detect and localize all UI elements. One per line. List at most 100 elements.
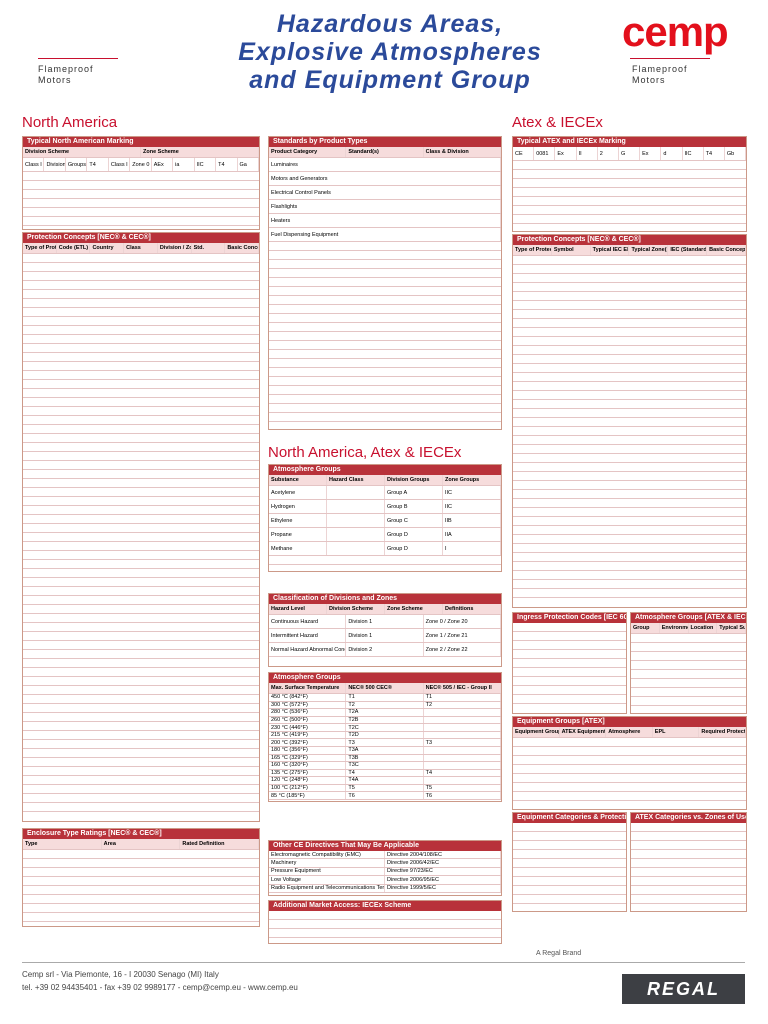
table-cell: T4 bbox=[87, 158, 109, 171]
ruled-line bbox=[269, 350, 501, 359]
ruled-line bbox=[23, 488, 259, 497]
table-cell: 280 °C (536°F) bbox=[269, 709, 347, 716]
header-cell: Zone Scheme bbox=[141, 147, 259, 157]
table-cell: Acetylene bbox=[269, 486, 327, 499]
ruled-line bbox=[513, 391, 746, 400]
header-cell: Basic Concept of Protection bbox=[227, 243, 259, 253]
table-cell: T4 bbox=[424, 769, 501, 777]
ruled-line bbox=[23, 859, 259, 868]
table-cell: Class I bbox=[109, 158, 131, 171]
table-cell: Directive 2006/42/EC bbox=[385, 859, 501, 867]
table-row: 450 °C (842°F) T1 T1 bbox=[269, 694, 501, 702]
ruled-line bbox=[513, 197, 746, 206]
table-row: Intermittent Hazard Division 1 Zone 1 / Zo… bbox=[269, 629, 501, 643]
table-cell: T4 bbox=[216, 158, 238, 171]
ruled-line bbox=[23, 398, 259, 407]
ruled-line bbox=[513, 418, 746, 427]
ruled-line bbox=[23, 659, 259, 668]
table-row: Luminaires bbox=[269, 158, 501, 172]
ruled-line bbox=[23, 895, 259, 904]
table-row: 215 °C (419°F) T2D bbox=[269, 731, 501, 740]
ruled-line bbox=[269, 386, 501, 395]
table-cell: Continuous Hazard bbox=[269, 615, 347, 628]
ruled-line bbox=[631, 841, 746, 850]
table-cell: 260 °C (500°F) bbox=[269, 716, 347, 724]
ruled-line bbox=[513, 427, 746, 436]
table-cell: T2A bbox=[346, 709, 424, 716]
table-cell: G bbox=[619, 147, 641, 160]
ruled-line bbox=[631, 661, 746, 670]
table-row: Propane Group D IIA bbox=[269, 528, 501, 542]
table-cell: T1 bbox=[424, 694, 501, 701]
ruled-line bbox=[23, 686, 259, 695]
table-cell: IIB bbox=[443, 514, 501, 527]
section: Classification of Divisions and Zones Haz… bbox=[268, 593, 502, 667]
ruled-line bbox=[23, 199, 259, 208]
table-cell: 120 °C (248°F) bbox=[269, 777, 347, 784]
ruled-line bbox=[23, 217, 259, 226]
header-row: Substance Hazard Class Division Groups Zone… bbox=[269, 475, 501, 486]
table-cell: 160 °C (320°F) bbox=[269, 762, 347, 769]
header-cell: Std. bbox=[192, 243, 226, 253]
ruled-line bbox=[23, 515, 259, 524]
ruled-line bbox=[269, 296, 501, 305]
ruled-line bbox=[23, 389, 259, 398]
ruled-line bbox=[23, 551, 259, 560]
header-cell: NEC® 500 CEC® bbox=[346, 683, 424, 693]
header-cell: Code (ETL) bbox=[57, 243, 91, 253]
ruled-line bbox=[631, 643, 746, 652]
ruled-line bbox=[513, 481, 746, 490]
table-row: Ethylene Group C IIB bbox=[269, 514, 501, 528]
ruled-line bbox=[269, 377, 501, 386]
ruled-line bbox=[23, 641, 259, 650]
header-cell: Typical Substance bbox=[719, 623, 746, 633]
table-cell bbox=[424, 716, 501, 724]
header-cell: Basic Concept of Protection bbox=[709, 245, 746, 255]
ruled-line bbox=[631, 877, 746, 886]
section: ATEX Categories vs. Zones of Use bbox=[630, 812, 747, 912]
table-cell: IIC bbox=[443, 500, 501, 513]
table-cell: Class I bbox=[23, 158, 45, 171]
section: Protection Concepts [NEC® & CEC®] Type of… bbox=[22, 232, 260, 822]
header-row: GroupEnvironmentLocationTypical Substanc… bbox=[631, 623, 746, 634]
ruled-line bbox=[513, 355, 746, 364]
header-cell: Environment bbox=[661, 623, 689, 633]
table-cell: T3C bbox=[346, 762, 424, 769]
ruled-line bbox=[513, 436, 746, 445]
section-title: Other CE Directives That May Be Applicab… bbox=[269, 841, 501, 851]
table-cell: 200 °C (392°F) bbox=[269, 739, 347, 746]
table-cell: 135 °C (275°F) bbox=[269, 769, 347, 777]
ruled-line bbox=[513, 373, 746, 382]
ruled-line bbox=[23, 749, 259, 758]
region-heading: North America bbox=[22, 114, 118, 131]
ruled-line bbox=[269, 323, 501, 332]
table-row: Motors and Generators bbox=[269, 172, 501, 186]
table-cell bbox=[424, 724, 501, 731]
ruled-line bbox=[513, 544, 746, 553]
ruled-line bbox=[513, 668, 626, 677]
ruled-line bbox=[23, 344, 259, 353]
table-cell: Ethylene bbox=[269, 514, 327, 527]
ruled-line bbox=[23, 731, 259, 740]
table-cell: IIC bbox=[195, 158, 217, 171]
ruled-line bbox=[513, 686, 626, 695]
header-cell: Zone Scheme bbox=[385, 604, 443, 614]
ruled-line bbox=[23, 785, 259, 794]
table-cell: Group A bbox=[385, 486, 443, 499]
table-cell: T6 bbox=[346, 792, 424, 799]
ruled-line bbox=[23, 704, 259, 713]
table-row: CE 0081 Ex II 2 G Ex d IIC T4 Gb bbox=[513, 147, 746, 161]
ruled-line bbox=[513, 695, 626, 704]
table-cell: Luminaires bbox=[269, 158, 501, 171]
header-cell: Typical IEC EPL bbox=[591, 245, 630, 255]
ruled-line bbox=[513, 832, 626, 841]
ruled-line bbox=[513, 400, 746, 409]
ruled-line bbox=[23, 470, 259, 479]
header-cell: IEC (Standard) bbox=[670, 245, 708, 255]
header-cell: Hazard Class bbox=[327, 475, 385, 485]
ruled-line bbox=[23, 461, 259, 470]
header-row: Type of ProtectionSymbolTypical IEC EPLT… bbox=[513, 245, 746, 256]
table-cell: d bbox=[661, 147, 683, 160]
section-title: Equipment Categories & Protection Levels bbox=[513, 813, 626, 823]
